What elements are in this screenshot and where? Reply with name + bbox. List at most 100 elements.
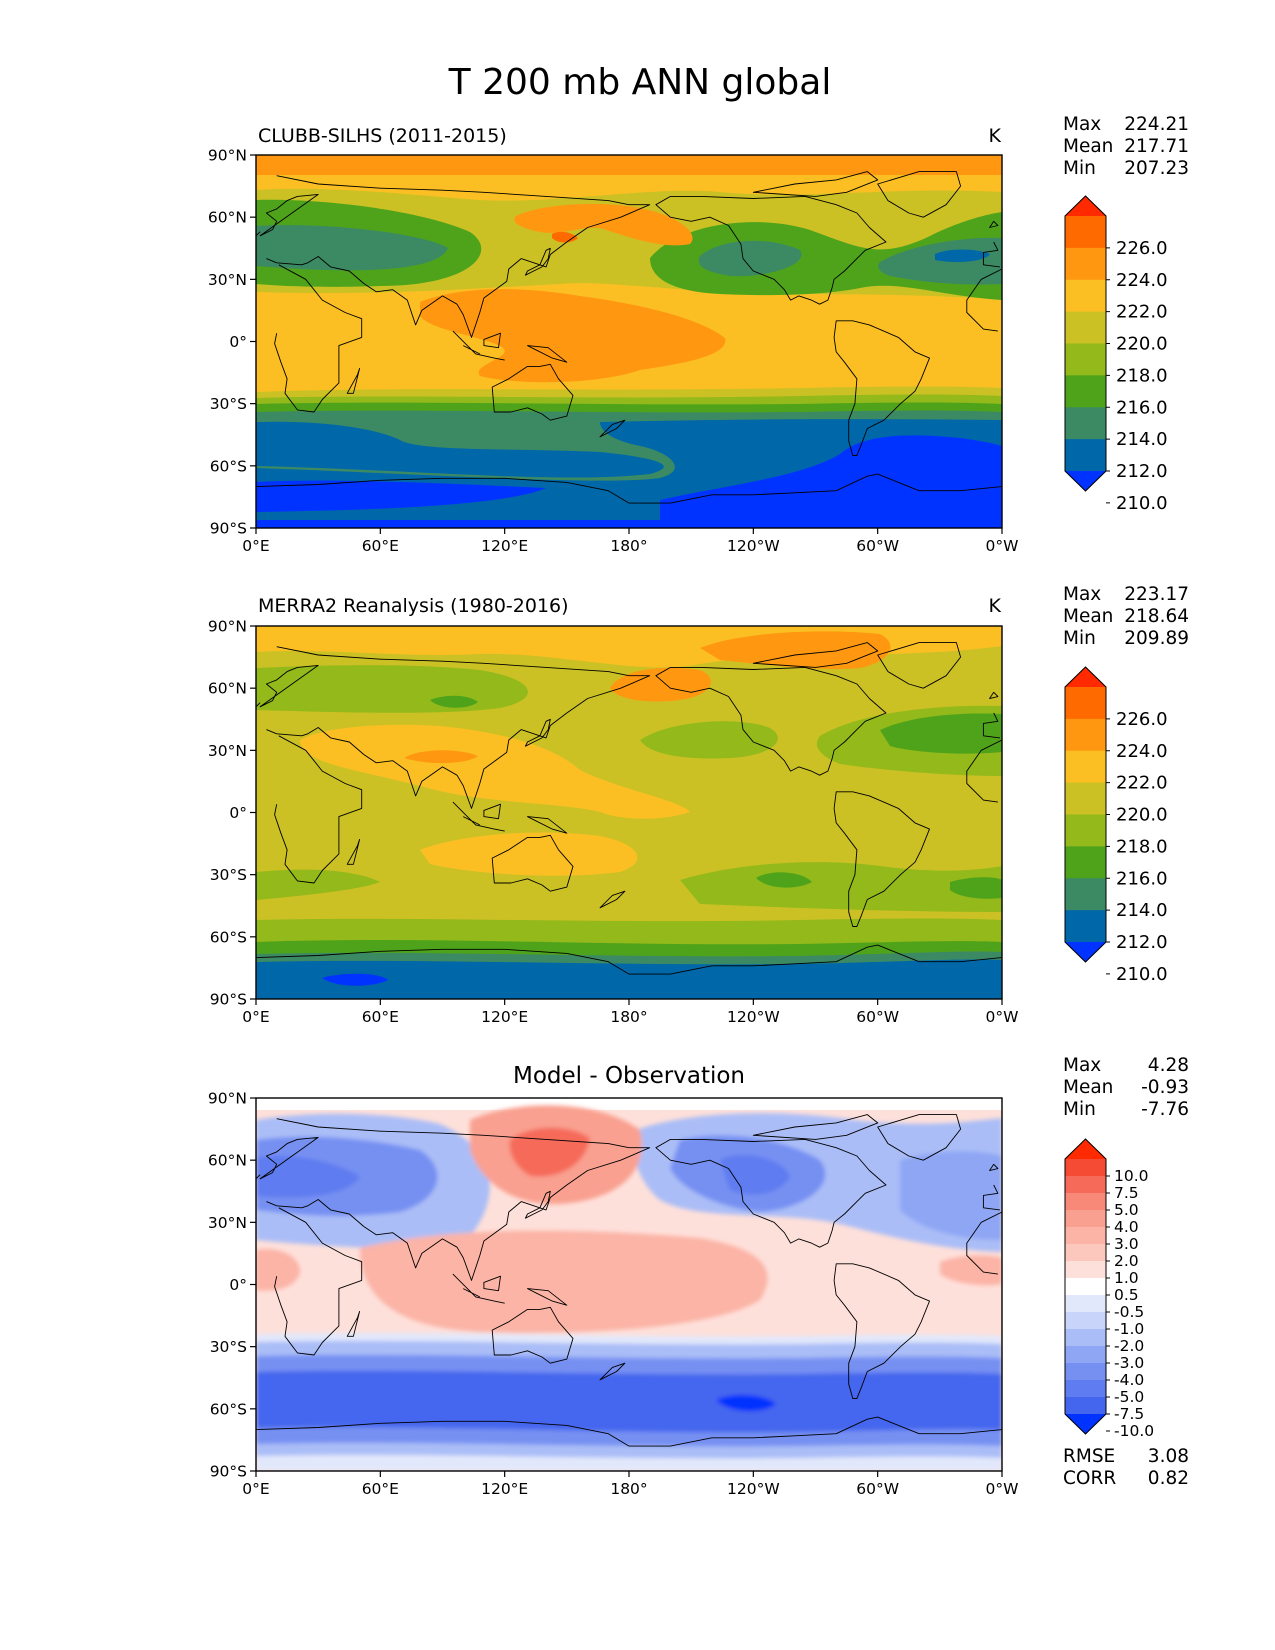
- colorbar-label: 4.0: [1114, 1218, 1139, 1236]
- y-tick-label: 30°S: [210, 395, 247, 413]
- colorbar-extend-max: [1065, 667, 1106, 687]
- coastline-5: [877, 171, 962, 218]
- coastline-1: [274, 264, 1002, 413]
- colorbar-extend-min: [1065, 471, 1106, 491]
- coastline-11: [599, 890, 626, 909]
- field-band-208-south: [322, 973, 388, 986]
- coastline-0: [259, 646, 1000, 809]
- coastlines-panel-1: [256, 642, 1002, 975]
- x-tick-label: 60°W: [856, 1008, 899, 1026]
- x-tick-label: 0°E: [242, 537, 269, 555]
- stat-label: Min: [1063, 628, 1096, 649]
- field-band-216-sw: [256, 869, 380, 900]
- field-band-214-se: [756, 872, 812, 888]
- colorbar-bin: [1065, 687, 1106, 720]
- coastline-7: [524, 247, 551, 276]
- coastline-5: [877, 642, 962, 689]
- field-band-222-warmpool: [420, 289, 726, 383]
- colorbar-bin: [1065, 1210, 1106, 1228]
- coastline-3: [655, 195, 887, 305]
- colorbar-extend-min: [1065, 1414, 1106, 1434]
- colorbar-label: -7.5: [1114, 1405, 1144, 1423]
- model-units: K: [989, 125, 1002, 147]
- colorbar-bin: [1065, 1159, 1106, 1177]
- colorbar-bin: [1065, 1193, 1106, 1211]
- colorbar-bin: [1065, 439, 1106, 472]
- y-tick-label: 30°S: [210, 866, 247, 884]
- y-tick-label: 0°: [229, 1276, 247, 1294]
- colorbar-bin: [1065, 846, 1106, 879]
- colorbar-label: 222.0: [1116, 773, 1168, 794]
- field-band-p2-tropics: [360, 1230, 768, 1333]
- colorbar-bin: [1065, 1295, 1106, 1313]
- colorbar-bin: [1065, 375, 1106, 408]
- colorbar-label: 226.0: [1116, 238, 1168, 259]
- coastline-4: [833, 320, 930, 456]
- panel-model: [256, 155, 1002, 528]
- colorbar-label: 222.0: [1116, 302, 1168, 323]
- colorbar-label: 216.0: [1116, 397, 1168, 418]
- colorbar-bin: [1065, 1176, 1106, 1194]
- stat-label: Max: [1063, 584, 1101, 605]
- stat-label: Mean: [1063, 136, 1113, 157]
- field-band-220-southpac: [420, 832, 638, 876]
- colorbar-label: 2.0: [1114, 1252, 1139, 1270]
- field-band-224-japan: [552, 231, 578, 243]
- model-field: [256, 155, 1002, 528]
- field-band-214-atlantic: [880, 713, 1002, 754]
- x-tick-label: 0°W: [986, 1480, 1019, 1498]
- x-tick-label: 60°E: [362, 537, 399, 555]
- coastline-0: [259, 175, 1000, 338]
- coastline-12: [752, 171, 879, 197]
- colorbar-bin: [1065, 1244, 1106, 1262]
- colorbar-bin: [1065, 216, 1106, 249]
- field-band-211-south: [256, 421, 664, 478]
- colorbar-extend-min: [1065, 942, 1106, 962]
- stat-value: -7.76: [1141, 1099, 1189, 1120]
- coastline-11: [599, 1362, 626, 1381]
- colorbar-label: -2.0: [1114, 1337, 1144, 1355]
- coastline-9: [452, 801, 568, 834]
- field-band-220-eurasia: [300, 724, 690, 819]
- field-band-m10-south: [716, 1395, 776, 1412]
- metric-label: CORR: [1063, 1468, 1116, 1489]
- coastline-10: [346, 1310, 361, 1337]
- x-tick-label: 60°W: [856, 537, 899, 555]
- field-band-214-atlantic: [878, 237, 1002, 285]
- y-tick-label: 60°S: [210, 1400, 247, 1418]
- stat-value: 209.89: [1124, 628, 1189, 649]
- diff-panel-title: Model - Observation: [513, 1063, 745, 1089]
- y-tick-label: 0°: [229, 804, 247, 822]
- coastlines: [256, 171, 1002, 1447]
- field-band-214-far-se: [950, 877, 1002, 899]
- field-band-p2-africa: [256, 1249, 300, 1291]
- x-tick-label: 120°E: [481, 537, 528, 555]
- field-band-208-west: [256, 480, 546, 512]
- colorbar-bin: [1065, 1312, 1106, 1330]
- colorbar-bin: [1065, 279, 1106, 313]
- colorbar-label: 212.0: [1116, 932, 1168, 953]
- x-tick-label: 0°E: [242, 1008, 269, 1026]
- figure-title: T 200 mb ANN global: [448, 62, 832, 103]
- colorbar-label: 212.0: [1116, 461, 1168, 482]
- x-tick-label: 120°W: [727, 537, 780, 555]
- colorbar-label: -1.0: [1114, 1320, 1144, 1338]
- colorbar-bin: [1065, 1397, 1106, 1415]
- coastline-6: [256, 944, 1002, 975]
- stat-label: Max: [1063, 1055, 1101, 1076]
- field-band-216-eurasia: [256, 665, 528, 713]
- y-tick-label: 60°N: [208, 680, 247, 698]
- panel-obs: [256, 626, 1002, 999]
- stat-label: Mean: [1063, 606, 1113, 627]
- coastline-4: [833, 1263, 930, 1399]
- field-band-208-east: [660, 435, 1002, 528]
- colorbar-label: 216.0: [1116, 868, 1168, 889]
- field-band-216-se: [680, 862, 1002, 912]
- colorbar-bin: [1065, 750, 1106, 784]
- coastline-3: [655, 1138, 887, 1248]
- colorbar-2: 10.07.55.04.03.02.01.00.5-0.5-1.0-2.0-3.…: [1064, 1138, 1154, 1440]
- field-band-222-siberia: [610, 667, 711, 702]
- obs-units: K: [989, 595, 1002, 617]
- y-tick-label: 90°N: [208, 618, 247, 636]
- stat-value: 218.64: [1124, 606, 1189, 627]
